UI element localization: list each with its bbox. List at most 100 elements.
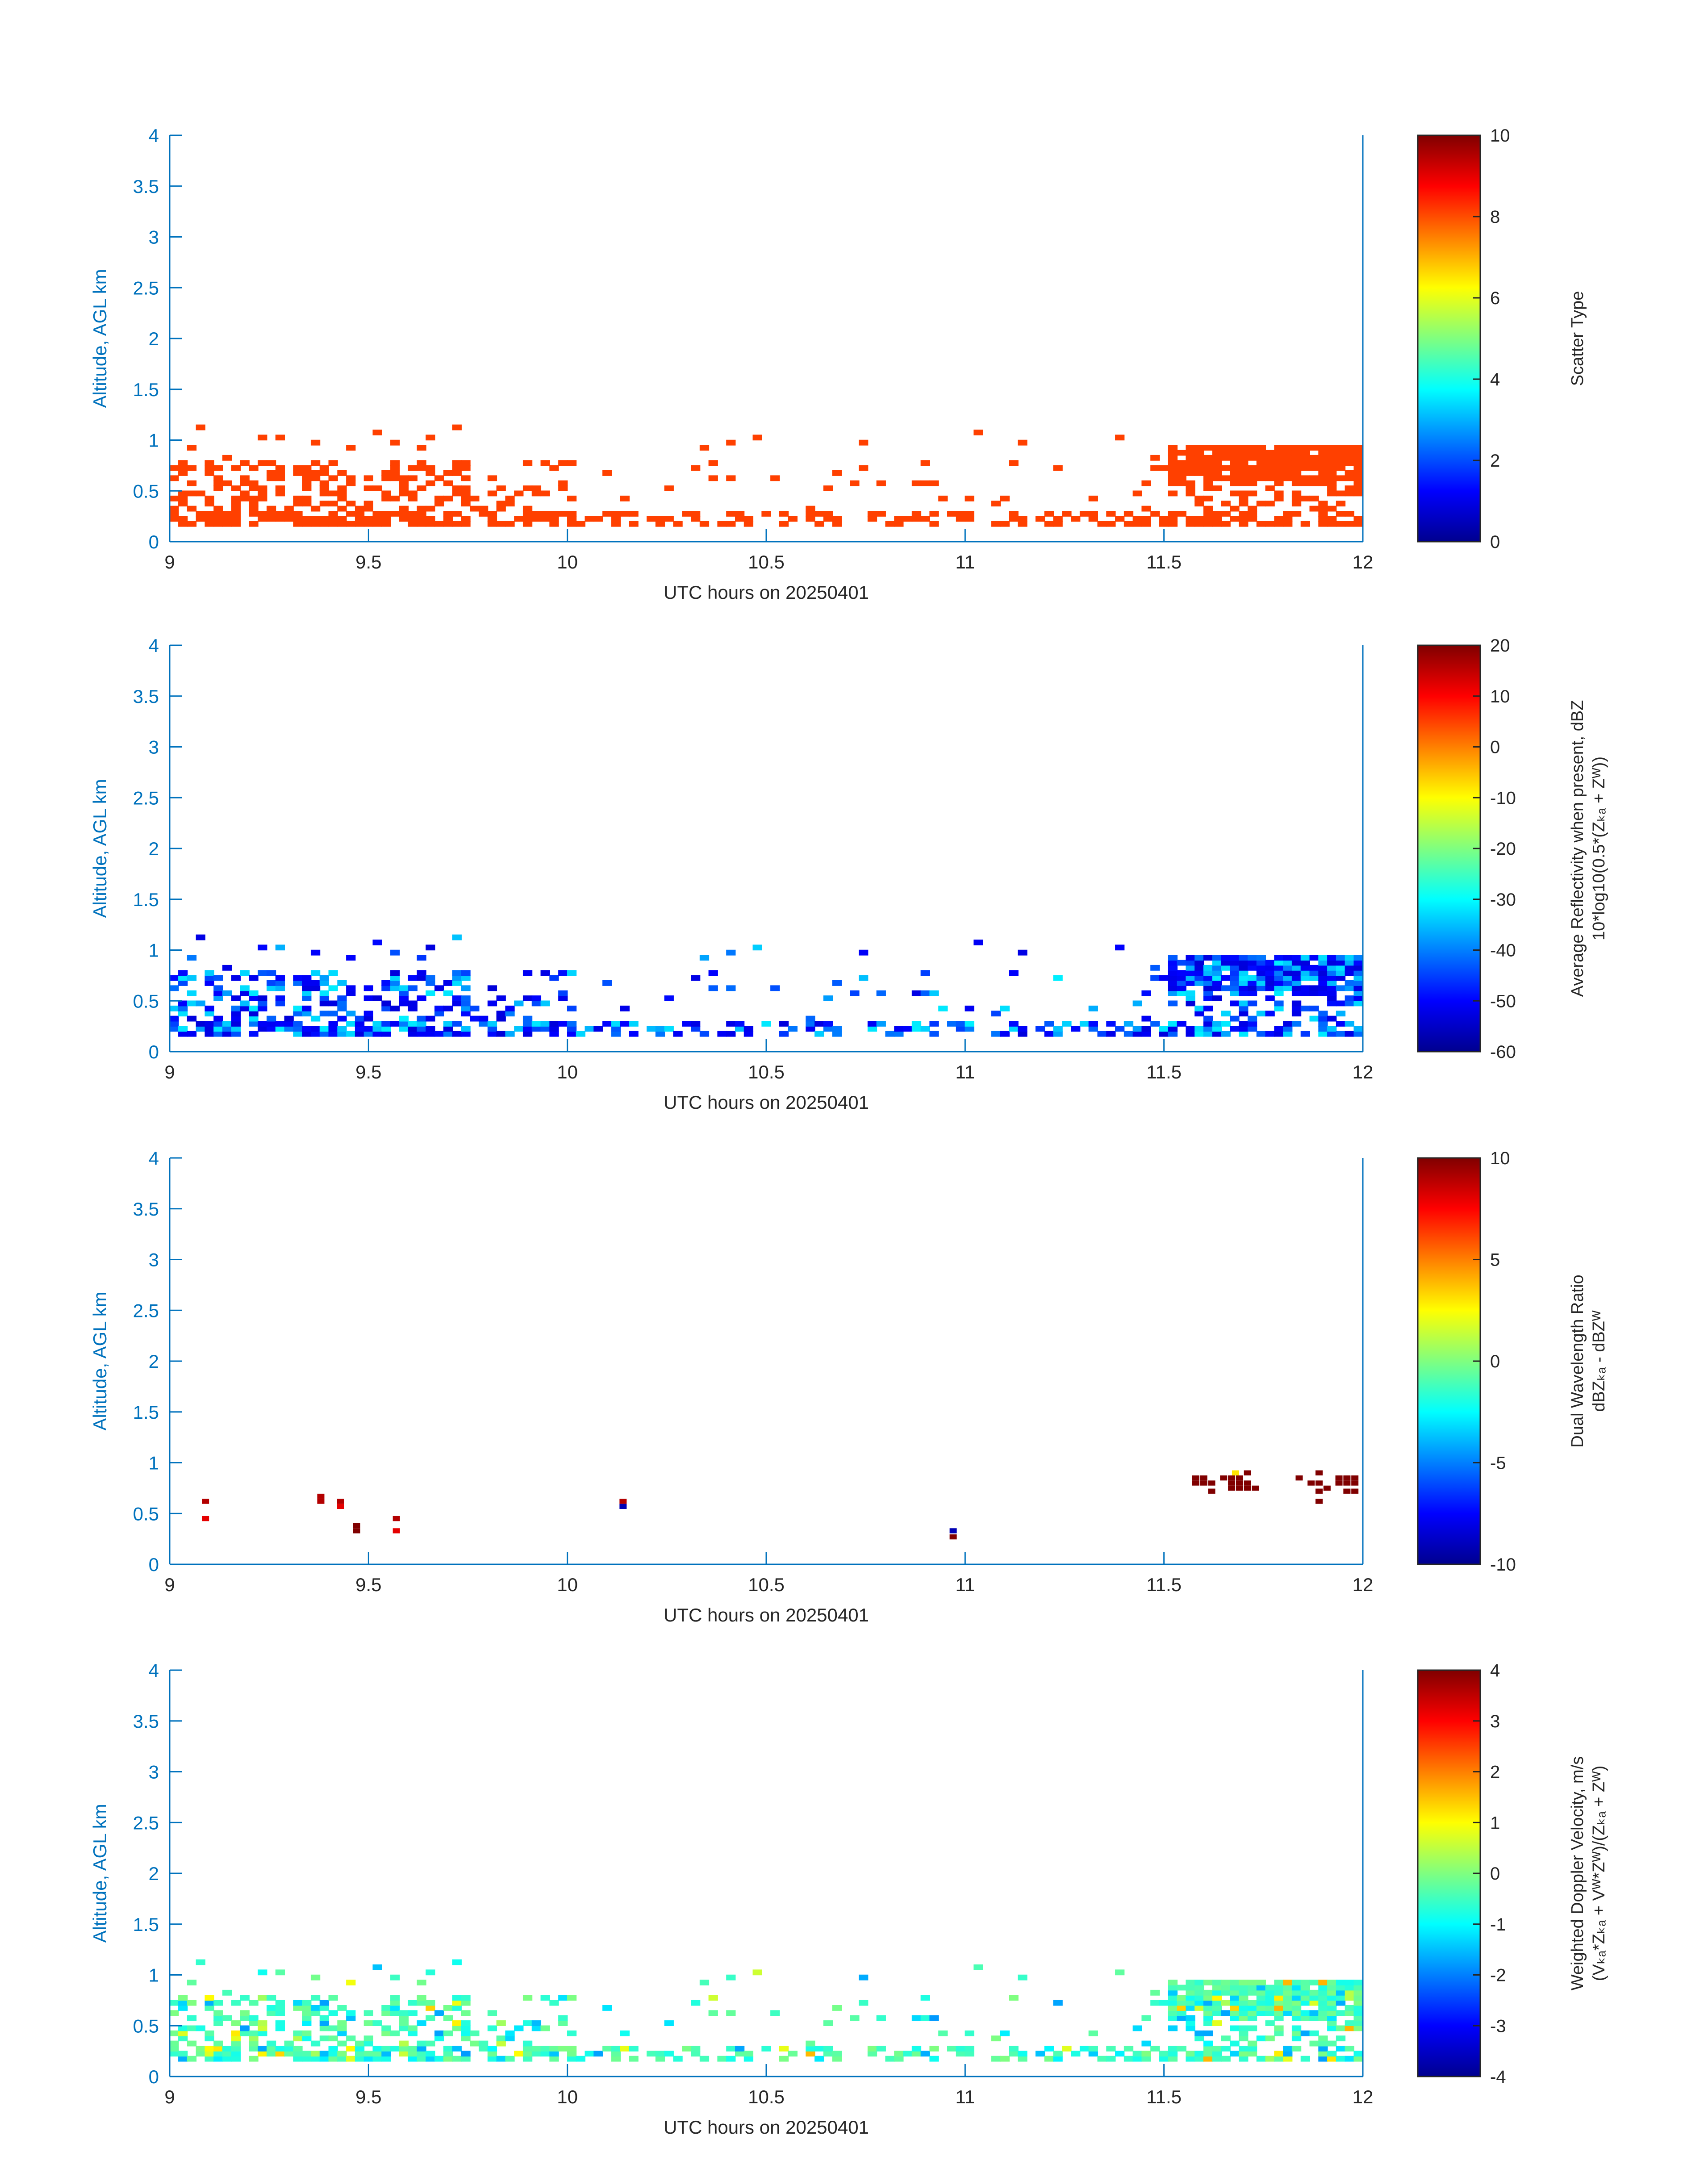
data-cell [655, 2056, 665, 2062]
data-cell [417, 465, 426, 471]
data-cell [1274, 1000, 1284, 1007]
data-cell [540, 2025, 550, 2031]
data-cell [1309, 2000, 1319, 2006]
data-cell [1265, 470, 1275, 476]
data-cell [1283, 445, 1293, 451]
data-cell [1300, 495, 1310, 501]
data-cell [319, 521, 330, 527]
data-cell [619, 1499, 627, 1504]
data-cell [363, 2035, 373, 2042]
data-cell [293, 465, 303, 471]
data-cell [806, 1021, 815, 1027]
data-cell [240, 2025, 250, 2031]
data-cell [319, 2051, 330, 2057]
data-cell [169, 465, 179, 471]
data-cell [1247, 506, 1257, 512]
data-cell [293, 1011, 303, 1017]
data-cell [1283, 960, 1293, 966]
data-cell [1309, 1995, 1319, 2001]
data-cell [328, 475, 338, 481]
data-cell [531, 1021, 542, 1027]
data-cell [629, 2046, 639, 2052]
data-cell [240, 495, 250, 501]
data-cell [302, 975, 312, 981]
data-cell [1345, 970, 1354, 976]
data-cell [1208, 1480, 1215, 1486]
data-cell [514, 1026, 524, 1032]
data-cell [205, 516, 214, 522]
data-cell [478, 2046, 489, 2052]
y-tick-label: 4 [149, 1660, 159, 1681]
data-cell [302, 995, 312, 1001]
data-cell [1274, 495, 1284, 501]
colorbar-tick-label: -60 [1490, 1042, 1516, 1062]
data-cell [346, 985, 356, 991]
y-axis-label: Altitude, AGL km [89, 269, 110, 408]
data-cell [717, 2056, 727, 2062]
data-cell [1000, 1005, 1010, 1011]
data-cell [691, 1026, 701, 1032]
data-cell [1327, 516, 1337, 522]
data-cell [726, 985, 736, 991]
data-cell [1239, 465, 1249, 471]
data-cell [691, 975, 701, 981]
data-cell [1212, 2010, 1222, 2016]
data-cell [346, 445, 356, 451]
data-cell [1115, 1026, 1125, 1032]
data-cell [443, 2046, 453, 2052]
data-cell [1132, 2051, 1142, 2057]
data-cell [620, 511, 630, 517]
data-cell [1345, 455, 1354, 461]
data-cell [399, 516, 409, 522]
data-cell [1353, 1995, 1363, 2001]
data-cell [761, 1021, 771, 1027]
data-cell [478, 1021, 489, 1027]
data-cell [911, 990, 922, 996]
data-cell [1309, 990, 1319, 996]
data-cell [1203, 521, 1213, 527]
data-cell [1265, 2020, 1275, 2026]
data-cell [1327, 1985, 1337, 1991]
data-cell [655, 2051, 665, 2057]
data-cell [1194, 1005, 1204, 1011]
data-cell [832, 980, 842, 986]
data-cell [1336, 975, 1346, 981]
data-cell [1327, 980, 1337, 986]
data-cell [1088, 2046, 1098, 2052]
data-cell [726, 1021, 736, 1027]
data-cell [1186, 1980, 1195, 1985]
data-cell [1318, 2015, 1328, 2021]
data-cell [1239, 2015, 1249, 2021]
data-cell [1203, 516, 1213, 522]
data-cell [1018, 2056, 1027, 2062]
data-cell [1053, 2051, 1063, 2057]
data-cell [1291, 470, 1302, 476]
data-cell [1256, 465, 1266, 471]
data-cell [949, 1528, 957, 1534]
data-cell [823, 2046, 833, 2052]
data-cell [178, 970, 188, 976]
axes-frame [169, 1670, 1364, 2077]
data-cell [249, 1031, 259, 1037]
data-cell [567, 1995, 577, 2001]
data-cell [585, 516, 594, 522]
data-cell [1186, 445, 1195, 451]
axes-frame [169, 135, 1364, 543]
data-cell [1221, 2035, 1231, 2042]
data-cell [231, 2020, 241, 2026]
data-cell [319, 1026, 330, 1032]
x-tick-label: 10 [557, 2086, 578, 2107]
data-cell [337, 1015, 347, 1022]
data-cell [461, 2010, 471, 2016]
data-cell [602, 2046, 612, 2052]
data-cell [1247, 1000, 1257, 1007]
data-cell [1252, 1485, 1259, 1491]
data-cell [1265, 960, 1275, 966]
data-cell [1221, 1980, 1231, 1985]
data-cell [1327, 506, 1337, 512]
data-cell [1291, 1021, 1302, 1027]
data-cell [1018, 1974, 1027, 1981]
data-cell [337, 980, 347, 986]
data-cell [390, 985, 400, 991]
data-cell [372, 940, 382, 945]
